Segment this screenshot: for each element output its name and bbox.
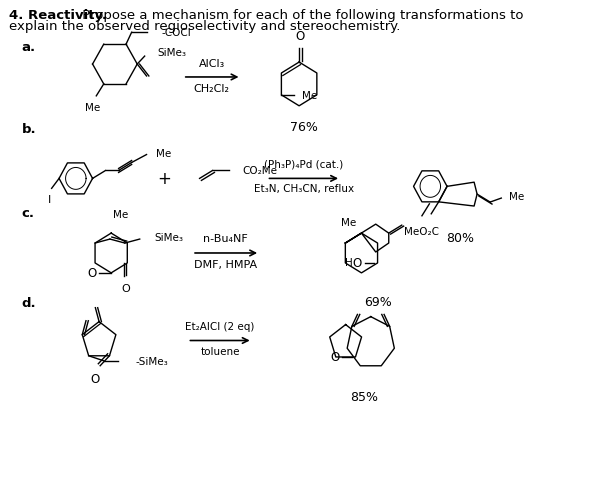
Text: H: H xyxy=(345,258,353,268)
Text: a.: a. xyxy=(22,41,36,54)
Text: O: O xyxy=(353,257,362,270)
Text: 76%: 76% xyxy=(290,120,318,133)
Text: toluene: toluene xyxy=(200,347,240,357)
Text: Me: Me xyxy=(341,218,357,227)
Text: 4. Reactivity.: 4. Reactivity. xyxy=(9,10,107,23)
Text: explain the observed regioselectivity and stereochemistry.: explain the observed regioselectivity an… xyxy=(9,20,400,33)
Text: n-Bu₄NF: n-Bu₄NF xyxy=(203,233,248,243)
Text: -COCl: -COCl xyxy=(161,28,191,38)
Text: MeO₂C: MeO₂C xyxy=(404,226,439,236)
Text: Me: Me xyxy=(156,148,171,158)
Text: SiMe₃: SiMe₃ xyxy=(155,232,184,242)
Text: d.: d. xyxy=(22,296,36,309)
Text: O: O xyxy=(295,30,305,43)
Text: 69%: 69% xyxy=(364,295,392,308)
Text: AlCl₃: AlCl₃ xyxy=(199,59,225,69)
Text: Me: Me xyxy=(302,91,317,101)
Text: -SiMe₃: -SiMe₃ xyxy=(135,356,168,366)
Text: (Ph₃P)₄Pd (cat.): (Ph₃P)₄Pd (cat.) xyxy=(264,159,344,169)
Text: Propose a mechanism for each of the following transformations to: Propose a mechanism for each of the foll… xyxy=(78,10,523,23)
Text: 85%: 85% xyxy=(350,390,378,403)
Text: O: O xyxy=(121,283,130,293)
Text: O: O xyxy=(87,267,96,280)
Text: 80%: 80% xyxy=(446,231,474,244)
Text: +: + xyxy=(158,170,171,188)
Text: CO₂Me: CO₂Me xyxy=(242,166,278,176)
Text: Et₃N, CH₃CN, reflux: Et₃N, CH₃CN, reflux xyxy=(254,184,354,194)
Text: O: O xyxy=(330,351,339,364)
Text: Me: Me xyxy=(113,210,128,220)
Text: Me: Me xyxy=(85,103,100,113)
Text: b.: b. xyxy=(22,122,36,135)
Text: c.: c. xyxy=(22,207,35,220)
Text: Me: Me xyxy=(508,192,524,202)
Text: O: O xyxy=(90,372,99,385)
Text: SiMe₃: SiMe₃ xyxy=(158,48,187,58)
Text: I: I xyxy=(48,195,52,205)
Text: Et₂AlCl (2 eq): Et₂AlCl (2 eq) xyxy=(185,321,255,331)
Text: DMF, HMPA: DMF, HMPA xyxy=(194,260,257,270)
Text: CH₂Cl₂: CH₂Cl₂ xyxy=(194,84,230,94)
